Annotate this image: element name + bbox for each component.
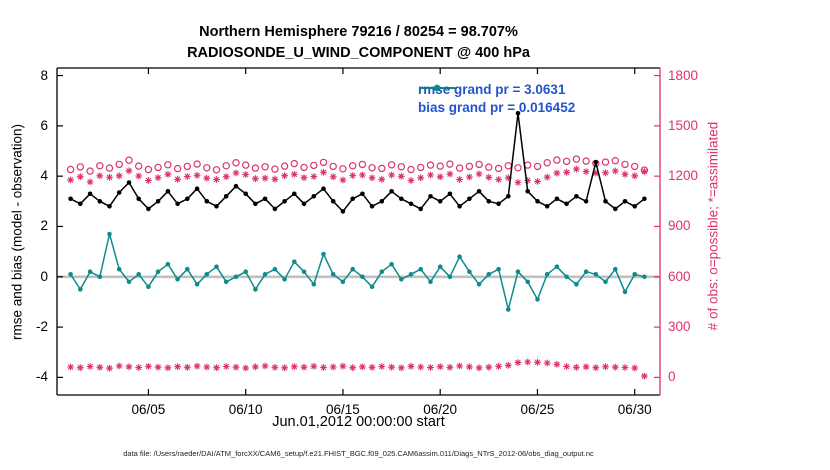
legend-row-bias: bias grand pr = 0.016452 [418,84,576,115]
data-file-caption: data file: /Users/raeder/DAI/ATM_forcXX/… [123,449,594,458]
title-line-1: Northern Hemisphere 79216 / 80254 = 98.7… [199,24,518,40]
legend-label-bias: bias grand pr = 0.016452 [418,100,576,115]
right-y-axis-label: # of obs: o=possible; *=assimilated [705,121,721,331]
bias-line-swatch-icon [419,84,455,92]
legend: rmse grand pr = 3.0631 bias grand pr = 0… [418,82,575,115]
title-line-2: RADIOSONDE_U_WIND_COMPONENT @ 400 hPa [187,45,530,61]
x-axis-label: Jun.01,2012 00:00:00 start [272,414,445,430]
left-y-axis-label: rmse and bias (model - observation) [9,123,25,341]
legend-label-rmse: rmse grand pr = 3.0631 [418,82,566,97]
chart-titles: Northern Hemisphere 79216 / 80254 = 98.7… [0,22,717,64]
